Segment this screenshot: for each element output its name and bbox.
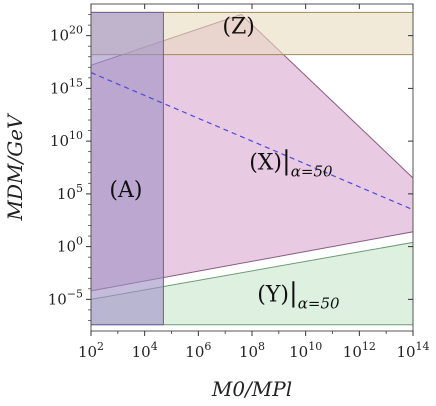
y-axis-label: MDM/GeV: [3, 112, 27, 222]
region-a: [90, 11, 164, 326]
x-tick-label: 1010: [289, 340, 322, 361]
series-layer: [90, 72, 414, 211]
x-tick-label: 104: [132, 340, 158, 361]
y-tick-label: 1020: [50, 24, 83, 45]
x-tick-label: 1014: [396, 340, 429, 361]
x-tick-label: 1012: [343, 340, 376, 361]
y-tick-label: 1015: [50, 76, 83, 97]
y-tick-label: 10−5: [48, 287, 83, 308]
region-label-z: (Z): [222, 15, 254, 40]
x-tick-label: 102: [78, 340, 104, 361]
region-label-y: (Y)|α=50: [257, 279, 340, 313]
y-tick-label: 105: [57, 182, 83, 203]
x-tick-label: 108: [239, 340, 265, 361]
region-label-x: (X)|α=50: [249, 147, 333, 181]
axes-layer: 102 104 106 108 1010 1012 1014 10−5 100 105 1010 10…: [3, 3, 430, 401]
x-tick-label: 106: [185, 340, 211, 361]
x-axis-label: M0/MPl: [211, 377, 292, 401]
series-line-0: [90, 72, 414, 211]
regions-layer: [90, 11, 414, 326]
y-tick-label: 100: [57, 235, 83, 256]
labels-layer: (X)|α=50 (Y)|α=50 (Z) (A): [109, 15, 340, 313]
region-label-a: (A): [109, 178, 142, 203]
y-tick-label: 1010: [50, 129, 83, 150]
